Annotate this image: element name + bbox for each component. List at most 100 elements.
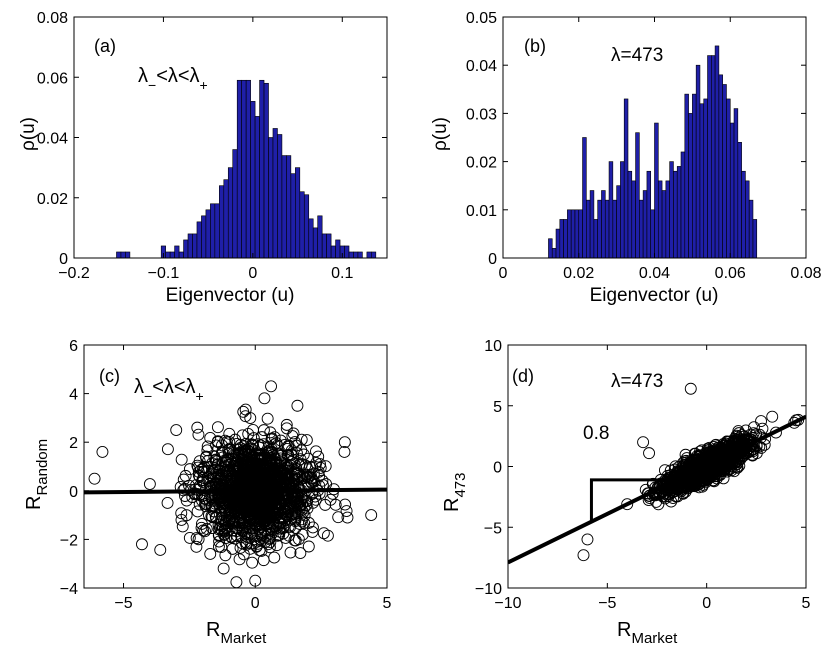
scatter-point <box>250 540 263 553</box>
scatter-point <box>750 447 763 460</box>
scatter-point <box>191 421 204 434</box>
pd-y-tick-label: −10 <box>475 581 502 598</box>
histogram-bar <box>321 233 327 259</box>
histogram-bar <box>574 209 580 259</box>
histogram-bar <box>317 215 323 259</box>
pb-y-tick-label: 0.01 <box>466 203 497 220</box>
histogram-bar <box>741 170 746 259</box>
slope-triangle-d <box>589 478 677 522</box>
histogram-bar <box>241 79 247 259</box>
scatter-point <box>243 515 256 528</box>
scatter-point <box>577 549 590 562</box>
histogram-bar <box>578 209 583 259</box>
histogram-bar <box>642 190 648 259</box>
histogram-bar <box>608 161 614 259</box>
scatter-point <box>697 478 709 491</box>
scatter-point <box>233 553 246 566</box>
pa-x-tick-label: −0.1 <box>148 265 180 282</box>
scatter-point <box>268 450 281 463</box>
scatter-point <box>190 540 203 553</box>
scatter-point <box>621 498 634 511</box>
scatter-point <box>293 503 306 516</box>
scatter-point <box>265 443 278 455</box>
pd-y-tick-label: −5 <box>484 520 502 537</box>
histogram-bar <box>639 199 644 259</box>
histogram-bar <box>254 116 260 259</box>
histogram-bar <box>597 199 602 259</box>
scatter-point <box>230 576 243 588</box>
y-axis-label-c: RRandom <box>23 439 51 510</box>
scatter-point <box>684 382 697 395</box>
ticks-c: −5 0 5 −4 −2 0 2 4 6 <box>60 338 392 612</box>
scatter-point <box>265 524 278 537</box>
scatter-point <box>302 516 315 529</box>
scatter-point <box>217 562 230 575</box>
pd-y-tick-label: 0 <box>493 460 502 477</box>
scatter-point <box>643 447 656 460</box>
scatter-point <box>306 461 319 473</box>
annotation-c: λ−<λ<λ+ <box>134 376 204 404</box>
scatter-point <box>281 467 294 480</box>
scatter-point <box>248 466 261 479</box>
histogram-bar <box>589 190 595 259</box>
histogram-bar <box>308 218 314 259</box>
scatter-point <box>715 451 728 464</box>
scatter-point <box>341 511 354 524</box>
histogram-bar <box>676 166 682 259</box>
histogram-bar <box>745 180 750 259</box>
histogram-bar <box>169 251 175 259</box>
scatter-point <box>267 468 280 481</box>
scatter-point <box>251 452 264 465</box>
y-axis-label-b: ρ(u) <box>430 117 451 151</box>
histogram-bar <box>657 180 663 259</box>
scatter-point <box>236 517 249 530</box>
scatter-point <box>193 455 206 468</box>
scatter-point <box>680 456 692 469</box>
pc-y-tick-label: 0 <box>69 484 78 501</box>
scatter-point <box>302 452 315 465</box>
scatter-point <box>228 505 241 518</box>
histogram-bar <box>299 191 305 259</box>
histogram-bar <box>366 251 372 259</box>
scatter-point <box>280 422 293 435</box>
histogram-bar <box>559 219 564 259</box>
histogram-bar <box>726 98 731 259</box>
scatter-point <box>237 524 250 537</box>
scatter-point <box>288 534 301 547</box>
panel-a: −0.2 −0.1 0 0.1 0 0.02 0.04 0.06 0.08 (a) λ−<λ<λ… <box>18 10 388 306</box>
pb-x-tick-label: 0.02 <box>563 265 594 282</box>
histogram-bar <box>192 233 198 259</box>
pc-y-tick-label: −4 <box>60 581 78 598</box>
scatter-point <box>205 500 218 512</box>
pd-y-tick-label: 5 <box>493 399 502 416</box>
histogram-bar <box>232 149 238 259</box>
scatter-point <box>684 477 697 490</box>
histogram-bar <box>665 180 670 259</box>
histogram-bar <box>654 122 659 259</box>
histogram-bar <box>673 170 678 259</box>
histogram-bar <box>661 190 667 259</box>
histogram-bar <box>125 251 131 259</box>
histogram-bar <box>353 251 359 259</box>
pa-x-tick-label: 0.1 <box>331 265 353 282</box>
scatter-point <box>191 488 204 501</box>
scatter-point <box>258 392 271 405</box>
scatter-point <box>236 429 249 442</box>
histogram-bar <box>604 199 610 259</box>
scatter-point <box>295 433 308 446</box>
ticks-d: −10 −5 0 5 −10 −5 0 5 10 <box>475 338 811 612</box>
scatter-point <box>265 528 278 541</box>
histogram-bar <box>116 251 122 259</box>
scatter-point <box>265 380 278 393</box>
histogram-bar <box>623 98 629 259</box>
scatter-point <box>195 517 208 530</box>
scatter-point <box>265 433 278 446</box>
pd-y-tick-label: 10 <box>484 338 502 355</box>
scatter-point <box>170 424 183 436</box>
histogram-bar <box>551 248 557 259</box>
panel-b: 0 0.02 0.04 0.06 0.08 0 0.01 0.02 0.03 0.04 0.05 (… <box>430 10 822 306</box>
scatter-point <box>261 445 274 458</box>
histogram-bar <box>699 103 705 259</box>
pc-x-tick-label: −5 <box>114 595 132 612</box>
